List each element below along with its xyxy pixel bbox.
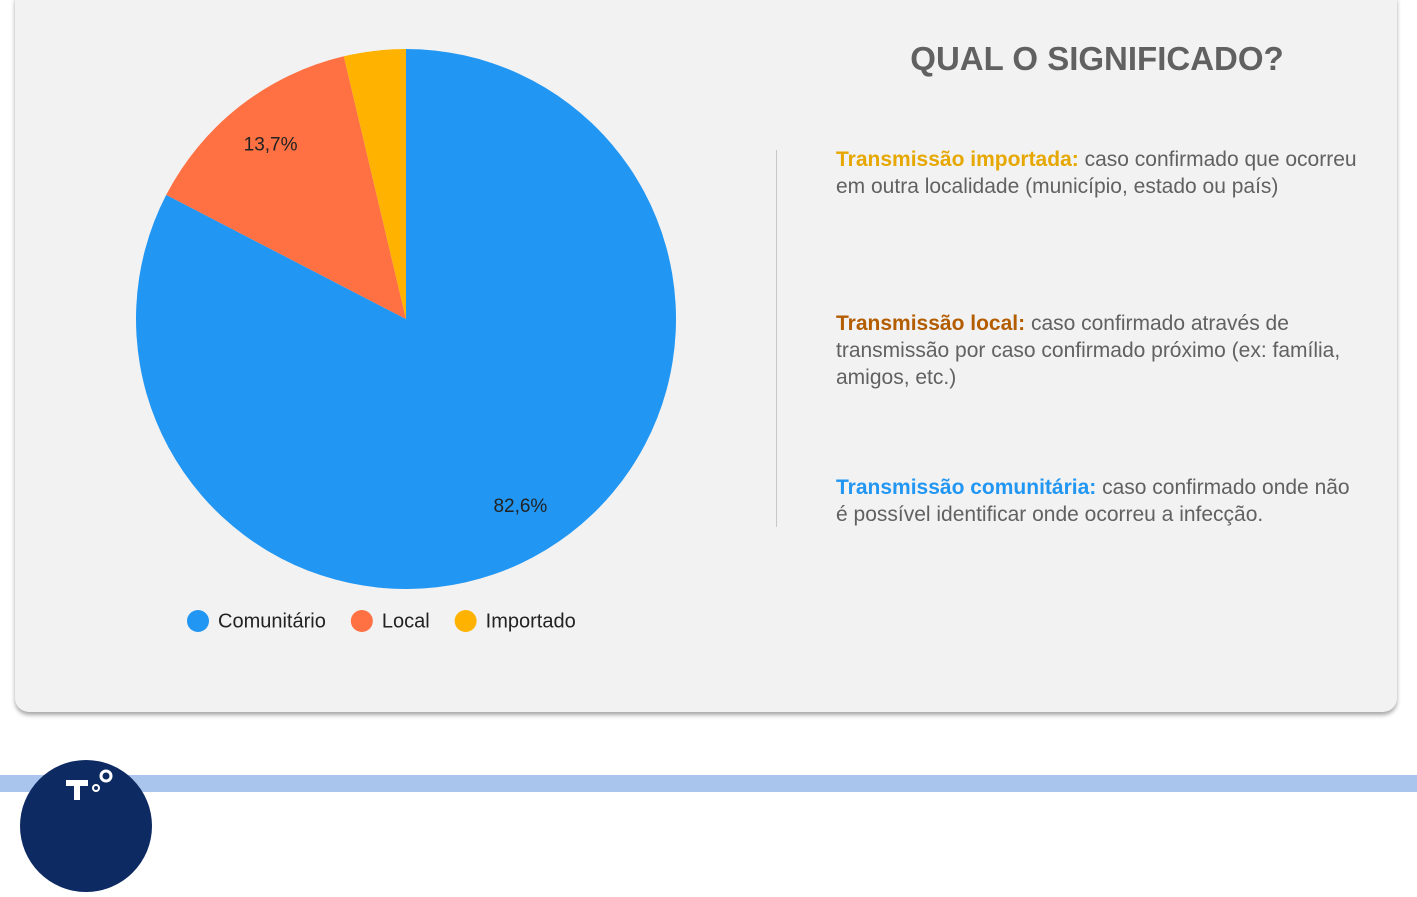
definition: Transmissão local: caso confirmado atrav… [836, 310, 1366, 474]
legend-marker [187, 610, 209, 632]
banner [0, 775, 1417, 792]
definition-text: caso confirmado através de transmissão p… [836, 312, 1341, 389]
definition: Transmissão comunitária: caso confirmado… [836, 474, 1366, 638]
definitions: Transmissão importada: caso confirmado q… [836, 146, 1366, 638]
definition-text: caso confirmado que ocorreu em outra loc… [836, 148, 1357, 198]
slice-label: 13,7% [244, 135, 298, 156]
definition-term: Transmissão importada: [836, 148, 1079, 171]
divider [776, 150, 777, 527]
chart: 82,6% 13,7% Comunitário Local Importado [135, 49, 676, 632]
slice-label: 82,6% [493, 496, 547, 517]
pie-slice [166, 56, 406, 320]
pie-slice [343, 49, 406, 319]
legend-label: Comunitário [218, 610, 326, 632]
panel-title: QUAL O SIGNIFICADO? [910, 40, 1284, 77]
badge-icon [66, 769, 113, 800]
definition-term: Transmissão local: [836, 312, 1026, 335]
definition: Transmissão importada: caso confirmado q… [836, 146, 1366, 310]
definition-text: caso confirmado onde não é possível iden… [836, 476, 1350, 526]
badge [20, 760, 152, 892]
legend-marker [350, 610, 373, 632]
legend-label: Local [382, 610, 430, 632]
legend-marker [454, 610, 477, 632]
legend-label: Importado [486, 610, 576, 632]
definition-term: Transmissão comunitária: [836, 476, 1097, 499]
